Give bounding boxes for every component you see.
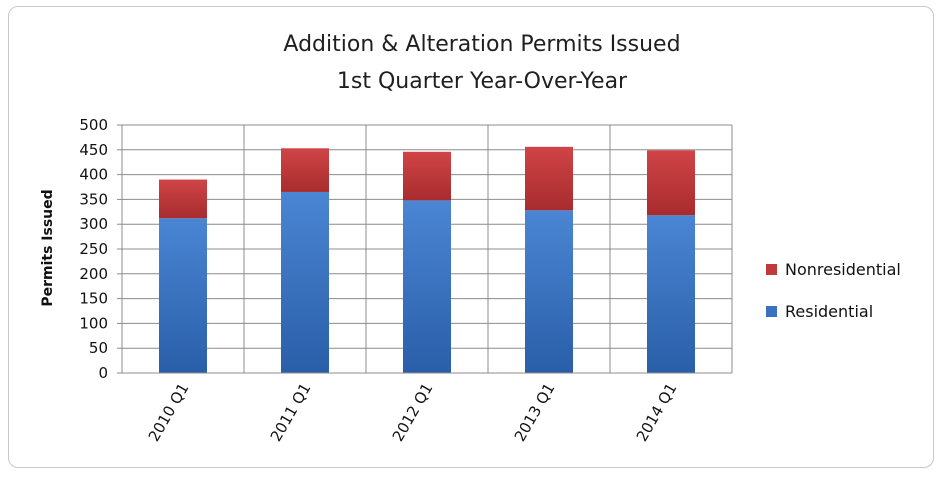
bar-residential-2014-q1 (647, 215, 695, 373)
y-tick-label: 300 (79, 215, 108, 233)
axes (117, 124, 732, 374)
y-tick-label: 100 (79, 314, 108, 332)
y-tick-label: 150 (79, 290, 108, 308)
y-tick-label: 500 (79, 116, 108, 134)
bar-residential-2011-q1 (281, 191, 329, 373)
bar-nonresidential-2010-q1 (159, 179, 207, 219)
y-tick-label: 250 (79, 240, 108, 258)
bars (159, 146, 695, 373)
y-axis-title: Permits Issued (40, 189, 56, 306)
bar-residential-2012-q1 (403, 200, 451, 373)
bar-nonresidential-2013-q1 (525, 146, 573, 211)
legend-swatch-nonresidential (766, 264, 777, 275)
bar-nonresidential-2011-q1 (281, 148, 329, 192)
y-tick-label: 450 (79, 141, 108, 159)
x-tick-label: 2012 Q1 (389, 380, 437, 445)
legend-swatch-residential (766, 306, 777, 317)
x-tick-label: 2011 Q1 (267, 380, 315, 445)
x-tick-label: 2010 Q1 (145, 380, 193, 445)
legend-label-nonresidential: Nonresidential (785, 260, 901, 279)
y-tick-label: 350 (79, 190, 108, 208)
bar-nonresidential-2014-q1 (647, 150, 695, 216)
y-tick-labels: 0 50 100 150 200 250 300 350 400 450 500 (79, 116, 108, 382)
y-tick-label: 0 (98, 364, 108, 382)
x-tick-label: 2013 Q1 (511, 380, 559, 445)
x-tick-labels: 2010 Q1 2011 Q1 2012 Q1 2013 Q1 2014 Q1 (145, 380, 681, 445)
chart-title: Addition & Alteration Permits Issued (283, 32, 680, 57)
bar-nonresidential-2012-q1 (403, 151, 451, 201)
chart-subtitle: 1st Quarter Year-Over-Year (337, 69, 628, 94)
bar-residential-2010-q1 (159, 218, 207, 373)
y-tick-label: 200 (79, 265, 108, 283)
y-tick-label: 400 (79, 166, 108, 184)
x-tick-label: 2014 Q1 (633, 380, 681, 445)
y-tick-label: 50 (89, 339, 108, 357)
bar-residential-2013-q1 (525, 210, 573, 373)
legend: Nonresidential Residential (766, 260, 901, 321)
legend-label-residential: Residential (785, 302, 873, 321)
